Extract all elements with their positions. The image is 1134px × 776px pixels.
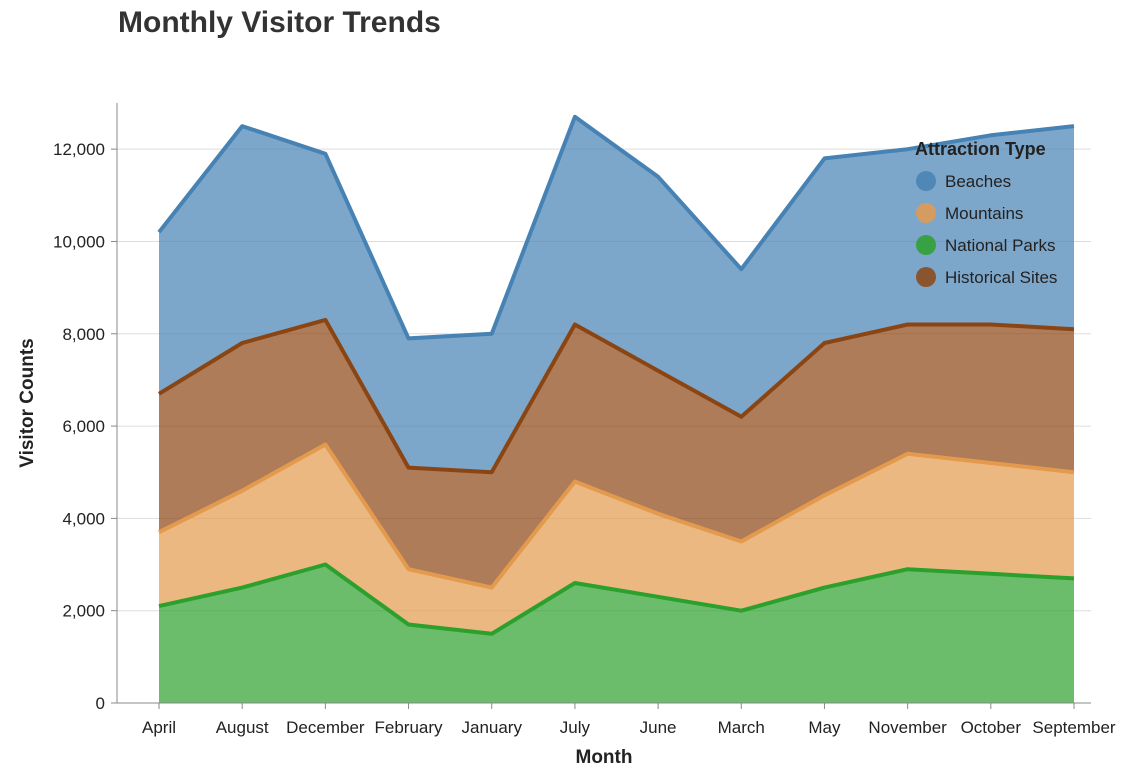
legend-label-national-parks: National Parks xyxy=(945,236,1056,255)
x-tick-label: August xyxy=(216,718,269,737)
legend-label-mountains: Mountains xyxy=(945,204,1023,223)
legend-swatch-historical-sites xyxy=(916,267,936,287)
x-tick-label: January xyxy=(461,718,522,737)
y-axis-ticks: 0 2,000 4,000 6,000 8,000 10,000 12,000 xyxy=(53,140,117,713)
x-tick-label: April xyxy=(142,718,176,737)
x-tick-label: November xyxy=(868,718,947,737)
legend-label-beaches: Beaches xyxy=(945,172,1011,191)
x-tick-label: May xyxy=(808,718,841,737)
x-tick-label: June xyxy=(640,718,677,737)
legend-swatch-national-parks xyxy=(916,235,936,255)
x-tick-label: October xyxy=(961,718,1022,737)
legend-title: Attraction Type xyxy=(915,139,1046,159)
area-mountains xyxy=(159,444,1074,634)
series-lines xyxy=(157,114,1075,636)
x-tick-label: March xyxy=(718,718,765,737)
y-tick-label: 6,000 xyxy=(62,417,105,436)
x-tick-label: September xyxy=(1032,718,1115,737)
axes xyxy=(116,103,1091,704)
y-tick-label: 2,000 xyxy=(62,602,105,621)
line-historical-sites xyxy=(157,317,1075,475)
legend-swatch-mountains xyxy=(916,203,936,223)
y-tick-label: 10,000 xyxy=(53,232,105,251)
area-national-parks xyxy=(159,564,1074,703)
y-tick-label: 4,000 xyxy=(62,509,105,528)
y-tick-label: 0 xyxy=(96,694,105,713)
area-beaches xyxy=(159,116,1074,473)
line-national-parks xyxy=(158,562,1075,636)
x-tick-label: July xyxy=(560,718,591,737)
area-historical-sites xyxy=(159,319,1074,588)
area-series xyxy=(159,116,1074,703)
y-tick-label: 12,000 xyxy=(53,140,105,159)
y-tick-label: 8,000 xyxy=(62,325,105,344)
x-tick-label: February xyxy=(375,718,444,737)
x-axis-ticks: April August December February January July Ju… xyxy=(142,703,1116,737)
x-tick-label: December xyxy=(286,718,365,737)
y-axis-title: Visitor Counts xyxy=(17,338,38,468)
legend-swatch-beaches xyxy=(916,171,936,191)
chart-title: Monthly Visitor Trends xyxy=(118,6,441,39)
legend-label-historical-sites: Historical Sites xyxy=(945,268,1057,287)
legend: Attraction Type Beaches Mountains National… xyxy=(915,139,1057,287)
x-axis-title: Month xyxy=(576,747,633,768)
line-mountains xyxy=(158,442,1075,590)
line-beaches xyxy=(157,114,1075,341)
